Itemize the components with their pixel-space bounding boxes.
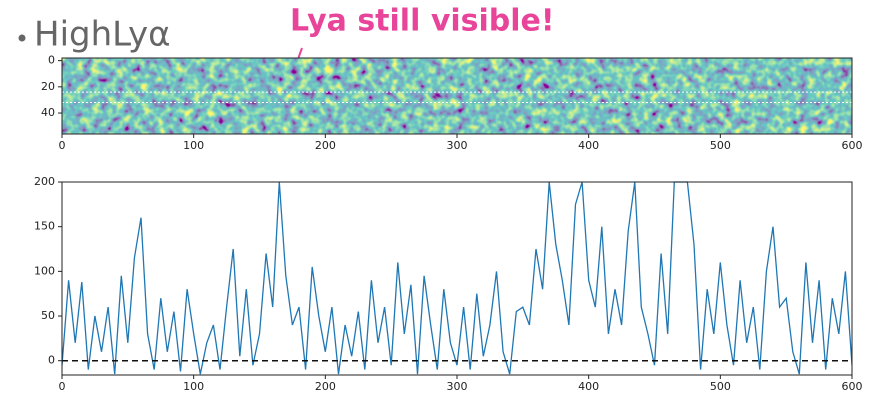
x-tick-label: 200	[315, 380, 336, 393]
y-tick-label: 0	[48, 54, 55, 67]
frame	[62, 182, 852, 375]
spectrum-image	[62, 58, 852, 134]
y-tick-label: 40	[41, 106, 55, 119]
x-tick-label: 100	[183, 139, 204, 152]
y-tick-label: 20	[41, 80, 55, 93]
bullet	[19, 35, 26, 42]
y-tick-label: 0	[48, 354, 55, 367]
x-tick-label: 0	[59, 380, 66, 393]
callout: Lya still visible!	[290, 4, 555, 39]
x-tick-label: 100	[183, 380, 204, 393]
x-tick-label: 400	[578, 139, 599, 152]
y-tick-label: 50	[41, 309, 55, 322]
y-tick-label: 100	[34, 264, 55, 277]
x-tick-label: 200	[315, 139, 336, 152]
x-tick-label: 400	[578, 380, 599, 393]
flux-line	[62, 182, 852, 374]
x-tick-label: 500	[710, 139, 731, 152]
y-tick-label: 150	[34, 220, 55, 233]
slide: HighLyα Lya still visible! 0100200300400…	[0, 0, 869, 402]
x-tick-label: 600	[842, 380, 863, 393]
y-tick-label: 200	[34, 175, 55, 188]
x-tick-label: 300	[447, 139, 468, 152]
x-tick-label: 300	[447, 380, 468, 393]
x-tick-label: 0	[59, 139, 66, 152]
x-tick-label: 600	[842, 139, 863, 152]
x-tick-label: 500	[710, 380, 731, 393]
heading: HighLyα	[34, 15, 171, 55]
